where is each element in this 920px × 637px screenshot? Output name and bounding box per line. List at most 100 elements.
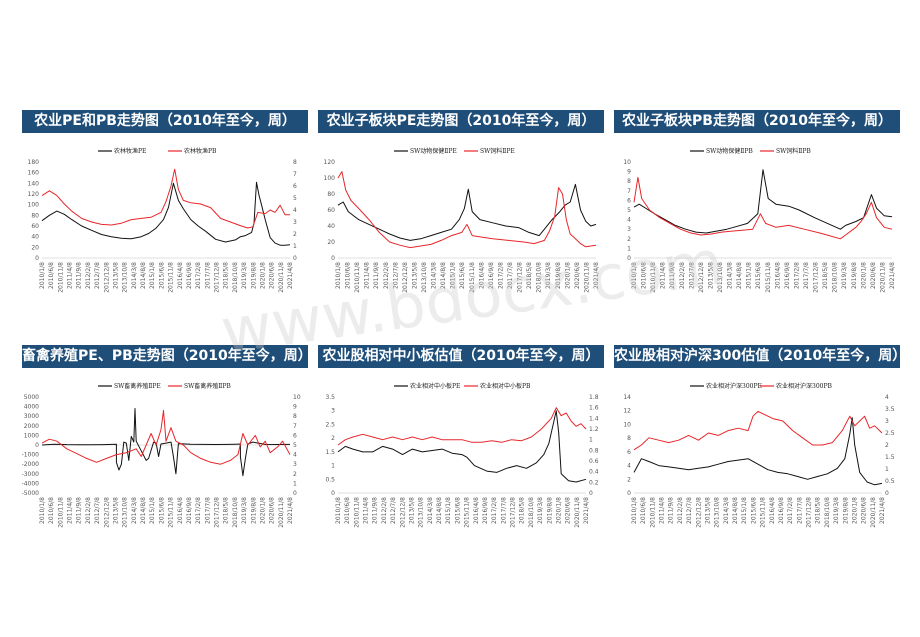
x-tick: 2013/5/8: [411, 262, 418, 289]
x-tick: 2012/12/8: [103, 262, 110, 293]
x-tick: 2020/11/8: [583, 262, 590, 293]
x-tick: 2014/8/8: [732, 497, 739, 524]
x-tick: 2014/8/8: [140, 497, 147, 524]
series-line-0: [633, 417, 883, 486]
y-right-tick: 1.8: [589, 394, 599, 401]
y-left-tick: 40: [327, 223, 335, 230]
y-right-tick: 4: [293, 452, 297, 459]
chart-title: 农业股相对中小板估值（2010年至今，周）: [318, 345, 604, 368]
y-right-tick: 1.2: [589, 426, 599, 433]
y-right-tick: 1.6: [589, 405, 599, 412]
x-tick: 2020/6/8: [269, 262, 276, 289]
y-left-tick: 4: [627, 463, 631, 470]
y-left-tick: 3: [627, 226, 631, 233]
legend-label: SW饲料ⅡPB: [776, 147, 811, 155]
y-left-tick: 4000: [24, 404, 39, 411]
x-tick: 2020/1/8: [259, 497, 266, 524]
x-tick: 2015/11/8: [168, 497, 175, 528]
y-right-tick: 0.5: [885, 478, 895, 485]
y-right-tick: 1: [293, 480, 297, 487]
x-tick: 2016/9/8: [488, 262, 495, 289]
x-tick: 2011/4/8: [660, 262, 667, 289]
y-right-tick: 0.2: [589, 479, 599, 486]
x-tick: 2013/10/8: [717, 262, 724, 293]
series-line-0: [41, 181, 291, 246]
legend-label: SW动物保健ⅡPE: [410, 147, 457, 155]
x-tick: 2018/10/8: [536, 262, 543, 293]
x-tick: 2018/10/8: [232, 497, 239, 528]
x-tick: 2017/2/8: [195, 262, 202, 289]
x-tick: 2016/9/8: [186, 497, 193, 524]
x-tick: 2012/7/8: [392, 262, 399, 289]
x-tick: 2014/3/8: [727, 262, 734, 289]
x-tick: 2012/2/8: [85, 262, 92, 289]
y-right-tick: 1: [885, 466, 889, 473]
x-tick: 2013/10/8: [122, 262, 129, 293]
x-tick: 2010/1/8: [39, 262, 46, 289]
x-tick: 2013/5/8: [704, 497, 711, 524]
y-left-tick: 12: [623, 408, 631, 415]
x-tick: 2010/1/8: [631, 497, 638, 524]
legend-label: 农林牧渔PB: [184, 147, 217, 155]
x-tick: 2012/12/8: [698, 262, 705, 293]
x-tick: 2010/1/8: [335, 262, 342, 289]
y-left-tick: 2: [627, 476, 631, 483]
y-left-tick: 20: [327, 239, 335, 246]
x-tick: 2017/2/8: [793, 262, 800, 289]
x-tick: 2015/11/8: [765, 262, 772, 293]
x-tick: 2013/10/8: [418, 497, 425, 528]
x-tick: 2010/1/8: [631, 262, 638, 289]
y-left-tick: 8: [627, 178, 631, 185]
x-tick: 2020/11/8: [278, 497, 285, 528]
x-tick: 2021/4/8: [879, 497, 886, 524]
x-tick: 2014/8/8: [140, 262, 147, 289]
chart-title: 农业子板块PB走势图（2010年至今，周）: [614, 110, 900, 133]
x-tick: 2021/4/8: [287, 497, 294, 524]
y-left-tick: 60: [327, 207, 335, 214]
x-tick: 2015/11/8: [168, 262, 175, 293]
x-tick: 2020/6/8: [269, 497, 276, 524]
y-left-tick: 0: [35, 442, 39, 449]
x-tick: 2017/2/8: [195, 497, 202, 524]
series-line-1: [337, 407, 587, 446]
x-tick: 2015/6/8: [454, 497, 461, 524]
x-tick: 2015/11/8: [760, 497, 767, 528]
y-left-tick: 0.5: [325, 476, 335, 483]
x-tick: 2013/5/8: [112, 497, 119, 524]
x-tick: 2020/1/8: [860, 262, 867, 289]
x-tick: 2020/6/8: [565, 497, 572, 524]
x-tick: 2011/4/8: [364, 262, 371, 289]
y-left-tick: -3000: [22, 471, 39, 478]
x-tick: 2015/11/8: [469, 262, 476, 293]
x-tick: 2016/4/8: [177, 497, 184, 524]
y-left-tick: 140: [28, 180, 40, 187]
x-tick: 2012/2/8: [677, 497, 684, 524]
y-left-tick: 2: [331, 435, 335, 442]
y-left-tick: 60: [31, 223, 39, 230]
y-left-tick: -4000: [22, 480, 39, 487]
panel-5: 农业股相对沪深300估值（2010年至今，周） 农业相对沪深300PE 农业相对沪…: [614, 345, 900, 585]
x-tick: 2017/12/8: [517, 262, 524, 293]
x-tick: 2012/2/8: [85, 497, 92, 524]
x-tick: 2010/11/8: [650, 262, 657, 293]
x-tick: 2011/9/8: [76, 497, 83, 524]
x-tick: 2018/5/8: [223, 262, 230, 289]
x-tick: 2010/11/8: [649, 497, 656, 528]
x-tick: 2017/2/8: [787, 497, 794, 524]
y-right-tick: 1: [589, 437, 593, 444]
x-tick: 2016/4/8: [774, 262, 781, 289]
x-tick: 2016/9/8: [186, 262, 193, 289]
x-tick: 2017/12/8: [214, 262, 221, 293]
x-tick: 2016/9/8: [778, 497, 785, 524]
x-tick: 2020/6/8: [870, 262, 877, 289]
x-tick: 2019/8/8: [842, 497, 849, 524]
x-tick: 2013/10/8: [122, 497, 129, 528]
x-tick: 2017/12/8: [214, 497, 221, 528]
legend-label: 农业相对沪深300PB: [776, 382, 832, 390]
x-tick: 2020/6/8: [861, 497, 868, 524]
y-left-tick: 120: [28, 191, 40, 198]
chart-title: 农业PE和PB走势图（2010年至今，周）: [22, 110, 308, 133]
panel-1: 农业子板块PE走势图（2010年至今，周） SW动物保健ⅡPE SW饲料ⅡPE 0 2…: [318, 110, 604, 350]
y-left-tick: 160: [28, 170, 40, 177]
y-left-tick: 7: [627, 188, 631, 195]
